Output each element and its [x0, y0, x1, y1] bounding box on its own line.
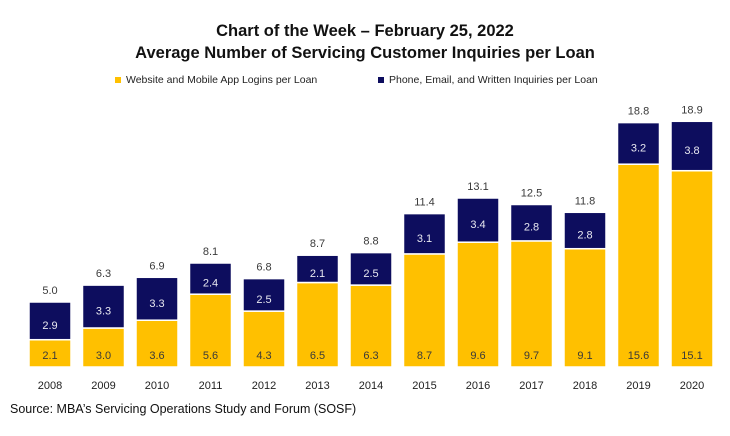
bar-inquiries [349, 251, 393, 286]
x-tick-label: 2018 [573, 380, 597, 392]
x-tick-label: 2019 [626, 380, 650, 392]
data-label-inquiries: 2.5 [363, 268, 378, 280]
x-tick-label: 2009 [91, 380, 115, 392]
data-label-total: 8.8 [363, 236, 378, 248]
data-label-total: 11.8 [575, 195, 596, 207]
bar-logins [295, 281, 340, 368]
source-note: Source: MBA’s Servicing Operations Study… [10, 402, 357, 416]
data-label-inquiries: 2.1 [310, 268, 325, 280]
data-label-total: 18.8 [628, 106, 649, 118]
data-label-inquiries: 3.4 [470, 219, 485, 231]
x-tick-label: 2017 [519, 380, 543, 392]
bar-inquiries [295, 254, 340, 284]
data-label-inquiries: 2.8 [577, 230, 592, 242]
bar-logins [188, 293, 233, 368]
data-label-logins: 2.1 [42, 350, 57, 362]
data-label-total: 8.7 [310, 238, 325, 250]
data-label-logins: 6.3 [363, 350, 378, 362]
x-tick-label: 2016 [466, 380, 490, 392]
chart-subtitle: Average Number of Servicing Customer Inq… [135, 44, 595, 62]
bar-logins [81, 327, 126, 368]
data-label-logins: 9.7 [524, 350, 539, 362]
bar-inquiries [242, 277, 286, 312]
x-tick-label: 2015 [412, 380, 436, 392]
data-label-logins: 3.0 [96, 350, 111, 362]
legend-item-inquiries: Phone, Email, and Written Inquiries per … [378, 74, 598, 86]
data-label-total: 6.8 [256, 262, 271, 274]
data-label-inquiries: 3.1 [417, 233, 432, 245]
data-label-logins: 8.7 [417, 350, 432, 362]
data-label-total: 11.4 [414, 197, 435, 209]
chart-title: Chart of the Week – February 25, 2022 [216, 22, 514, 40]
legend-item-logins: Website and Mobile App Logins per Loan [115, 74, 317, 86]
x-tick-label: 2013 [305, 380, 329, 392]
data-label-total: 6.9 [149, 260, 164, 272]
bar-logins [509, 240, 554, 368]
x-tick-label: 2014 [359, 380, 383, 392]
x-tick-label: 2010 [145, 380, 169, 392]
bar-logins [402, 253, 447, 368]
data-label-inquiries: 3.8 [684, 145, 699, 157]
x-tick-label: 2008 [38, 380, 62, 392]
data-label-inquiries: 2.9 [42, 320, 57, 332]
data-label-logins: 15.6 [628, 350, 649, 362]
bar-inquiries [402, 212, 447, 255]
legend-swatch-inquiries [378, 77, 384, 83]
bar-inquiries [28, 301, 72, 341]
x-tick-label: 2020 [680, 380, 704, 392]
data-label-inquiries: 3.3 [149, 298, 164, 310]
bar-logins [456, 241, 500, 368]
bar-inquiries [81, 284, 126, 329]
data-label-logins: 9.6 [470, 350, 485, 362]
data-label-total: 5.0 [42, 285, 57, 297]
legend-label-inquiries: Phone, Email, and Written Inquiries per … [389, 74, 598, 86]
data-label-logins: 5.6 [203, 350, 218, 362]
data-label-inquiries: 2.5 [256, 294, 271, 306]
bar-logins [563, 247, 607, 368]
bar-logins [135, 319, 179, 368]
bar-inquiries [135, 276, 179, 321]
data-label-total: 13.1 [467, 181, 488, 193]
bar-inquiries [456, 197, 500, 243]
bar-logins [616, 163, 661, 368]
x-tick-label: 2011 [199, 380, 223, 392]
data-label-inquiries: 3.3 [96, 306, 111, 318]
data-label-total: 12.5 [521, 188, 542, 200]
data-label-logins: 9.1 [577, 350, 592, 362]
bar-inquiries [188, 262, 233, 295]
data-label-total: 8.1 [203, 246, 218, 258]
bar-inquiries [670, 120, 714, 172]
data-label-total: 6.3 [96, 268, 111, 280]
bar-logins [670, 169, 714, 368]
legend-swatch-logins [115, 77, 121, 83]
data-label-inquiries: 2.4 [203, 278, 218, 290]
legend-label-logins: Website and Mobile App Logins per Loan [126, 74, 318, 86]
bar-inquiries [616, 121, 661, 165]
data-label-total: 18.9 [681, 104, 702, 116]
data-label-logins: 4.3 [256, 350, 271, 362]
x-tick-label: 2012 [252, 380, 276, 392]
data-label-inquiries: 3.2 [631, 142, 646, 154]
data-label-inquiries: 2.8 [524, 222, 539, 234]
data-label-logins: 3.6 [149, 350, 164, 362]
bar-inquiries [509, 203, 554, 242]
data-label-logins: 6.5 [310, 350, 325, 362]
data-label-logins: 15.1 [681, 350, 702, 362]
bar-inquiries [563, 211, 607, 250]
